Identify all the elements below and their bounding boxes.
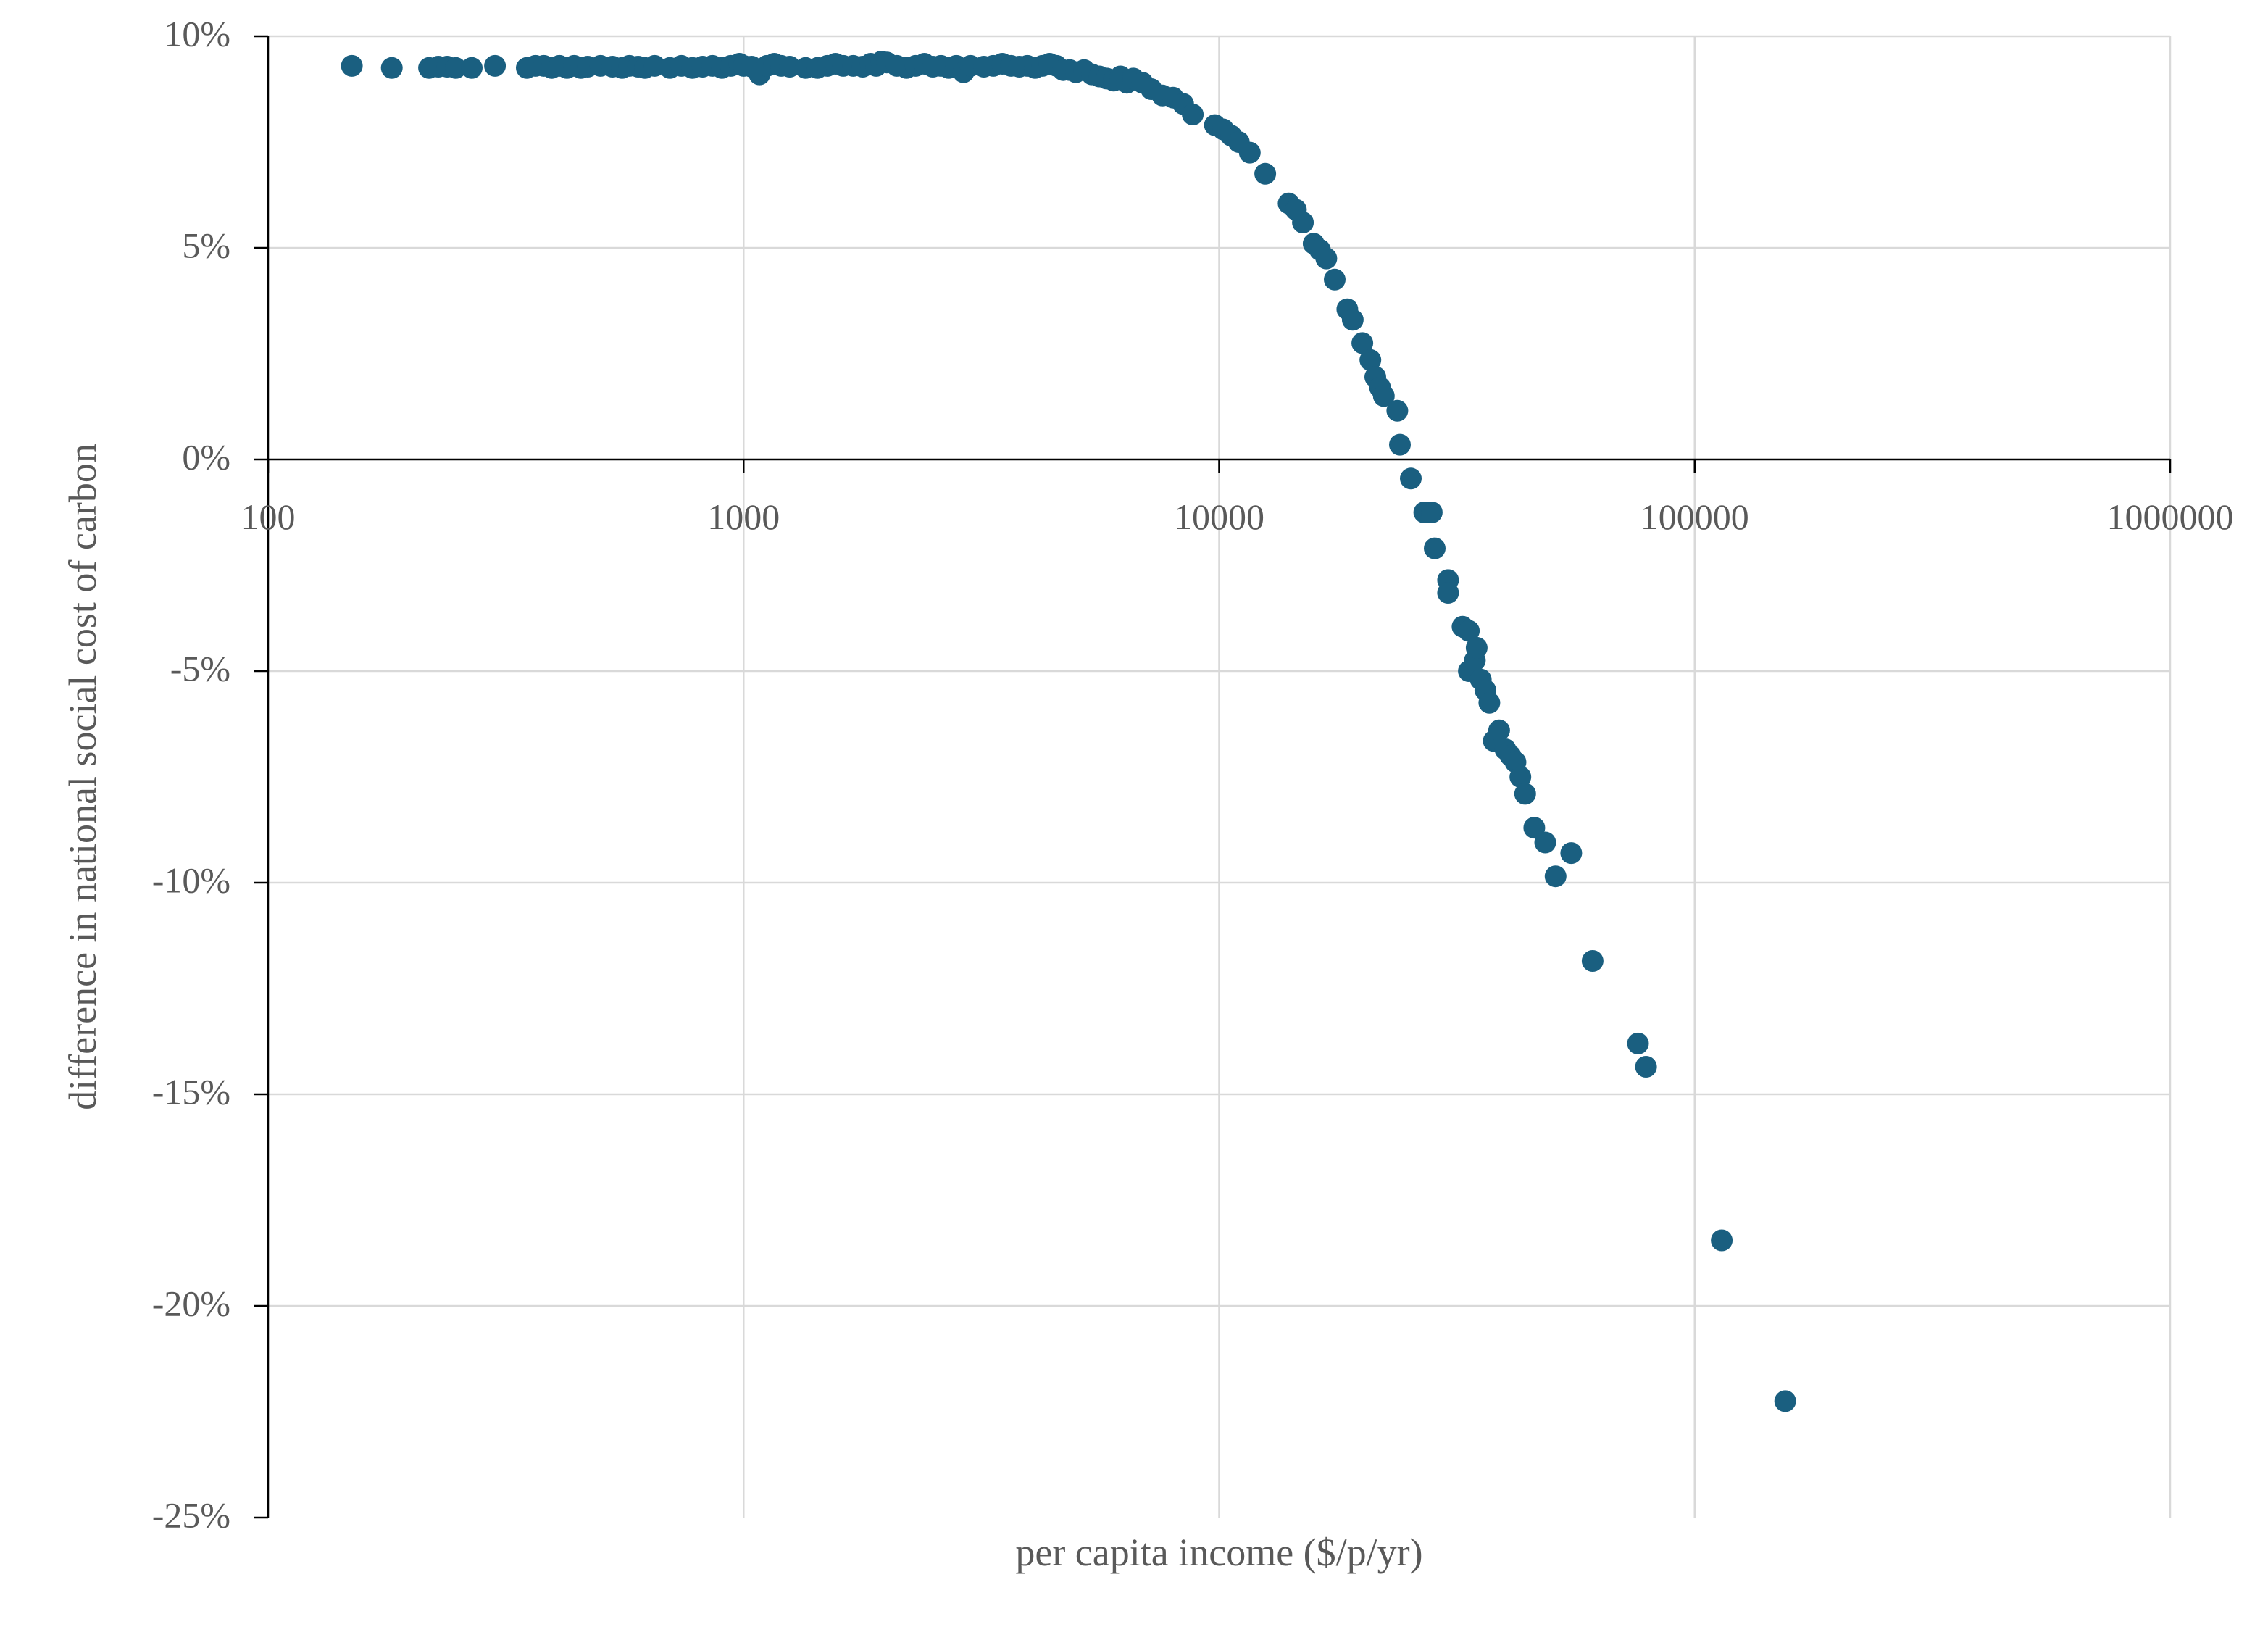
x-tick-label: 100: [241, 496, 296, 537]
data-point: [1465, 636, 1488, 659]
tick-labels: 10% 5% 0% -5% -10% -15% -20% -25% 100 1000 10000 10…: [152, 13, 2234, 1535]
y-tick-label: -20%: [152, 1283, 230, 1323]
data-point: [1341, 309, 1364, 331]
x-tick-label: 10000: [1174, 496, 1264, 537]
y-tick-label: -5%: [170, 648, 230, 688]
data-point: [1581, 950, 1604, 972]
axes: [254, 35, 2172, 1519]
data-point: [1400, 467, 1422, 490]
data-point: [1254, 162, 1277, 185]
data-point: [1351, 332, 1374, 354]
y-axis-title: difference in national social cost of ca…: [61, 444, 104, 1110]
data-point: [484, 54, 506, 77]
data-point: [1488, 719, 1510, 741]
data-point: [444, 57, 467, 79]
data-point: [1627, 1032, 1649, 1054]
data-point: [1372, 385, 1395, 407]
x-axis-title: per capita income ($/p/yr): [1015, 1531, 1422, 1574]
data-point: [1560, 842, 1583, 865]
data-point: [1315, 247, 1338, 270]
data-point: [1420, 502, 1443, 523]
x-tick-label: 100000: [1640, 496, 1749, 537]
y-tick-label: -10%: [152, 860, 230, 900]
data-point: [1424, 537, 1446, 559]
data-point: [1458, 620, 1480, 642]
data-point: [1292, 212, 1314, 233]
data-point: [1509, 766, 1532, 788]
data-point: [1389, 433, 1411, 456]
y-tick-label: 0%: [182, 436, 230, 477]
data-point: [1774, 1390, 1796, 1412]
data-point: [778, 56, 801, 78]
y-tick-label: 5%: [182, 225, 230, 265]
data-point: [461, 57, 483, 79]
y-tick-label: -15%: [152, 1071, 230, 1112]
data-point: [380, 57, 403, 79]
data-point: [1324, 268, 1346, 291]
data-points: [341, 51, 1796, 1412]
data-point: [1514, 783, 1536, 805]
x-tick-label: 1000000: [2107, 496, 2234, 537]
data-point: [341, 54, 363, 77]
data-point: [1544, 865, 1567, 888]
data-point: [1437, 582, 1459, 604]
data-point: [1534, 831, 1556, 854]
data-point: [1359, 349, 1382, 371]
data-point: [1182, 104, 1204, 125]
data-point: [1635, 1056, 1657, 1078]
data-point: [1711, 1229, 1733, 1252]
y-tick-label: 10%: [164, 13, 230, 54]
y-tick-label: -25%: [152, 1494, 230, 1535]
gridlines: [268, 35, 2172, 1518]
data-point: [1386, 399, 1409, 422]
x-tick-label: 1000: [707, 496, 780, 537]
data-point: [1238, 141, 1261, 164]
data-point: [1478, 691, 1501, 714]
